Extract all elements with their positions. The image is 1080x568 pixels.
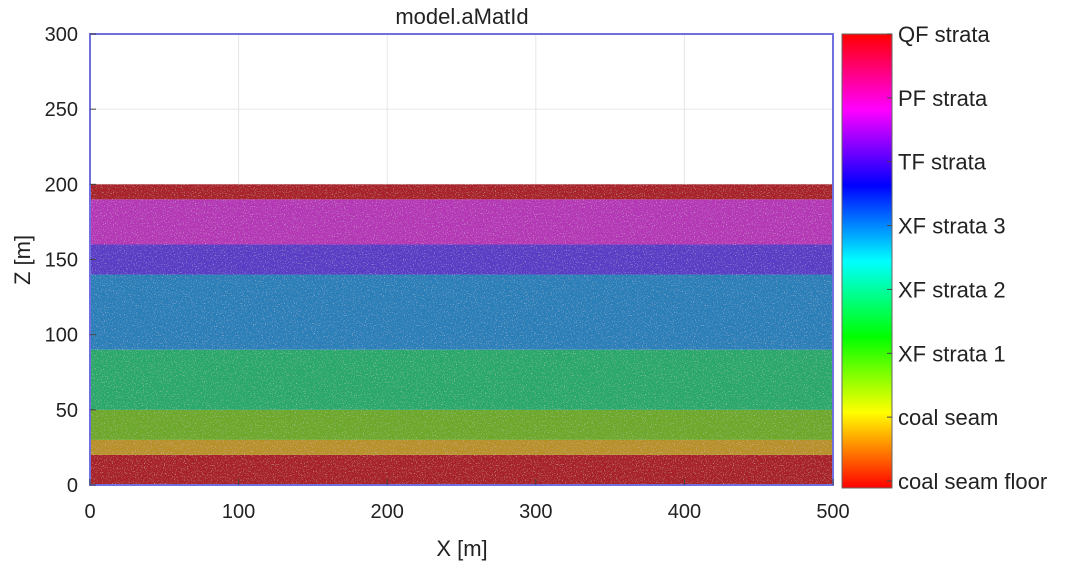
x-tick-label: 300 [519,501,552,523]
chart-title: model.aMatId [395,4,528,29]
y-axis-label: Z [m] [10,235,35,285]
layer-band [90,274,833,350]
y-ticks: 0 50 100 150 200 250 300 [45,24,96,497]
layer-band [90,199,833,245]
layer-band [90,244,833,275]
y-tick-label: 50 [56,400,78,422]
y-tick-label: 200 [45,174,78,196]
y-tick-label: 150 [45,250,78,272]
y-tick-label: 0 [67,475,78,497]
layer-band [90,184,833,200]
x-tick-label: 0 [84,501,95,523]
x-tick-label: 100 [222,501,255,523]
colorbar-label: XF strata 3 [898,214,1006,239]
colorbar-label: TF strata [898,150,987,175]
layer-band [90,454,833,485]
y-tick-label: 100 [45,325,78,347]
colorbar-label: PF strata [898,86,988,111]
colorbar-label: coal seam [898,405,998,430]
colorbar-label: XF strata 1 [898,341,1006,366]
y-tick-label: 300 [45,24,78,46]
x-tick-label: 200 [371,501,404,523]
layer-band [90,349,833,410]
layer-band [90,439,833,455]
layers [90,184,833,485]
colorbar [841,33,893,489]
colorbar-label: coal seam floor [898,469,1047,494]
layer-band [90,409,833,440]
y-tick-label: 250 [45,99,78,121]
colorbar-label: XF strata 2 [898,277,1006,302]
x-ticks: 0 100 200 300 400 500 [84,479,850,523]
colorbar-labels: QF strata PF strata TF strata XF strata 3 XF… [887,22,1047,494]
x-axis-label: X [m] [436,536,487,561]
x-tick-label: 500 [816,501,849,523]
x-tick-label: 400 [668,501,701,523]
colorbar-label: QF strata [898,22,990,47]
